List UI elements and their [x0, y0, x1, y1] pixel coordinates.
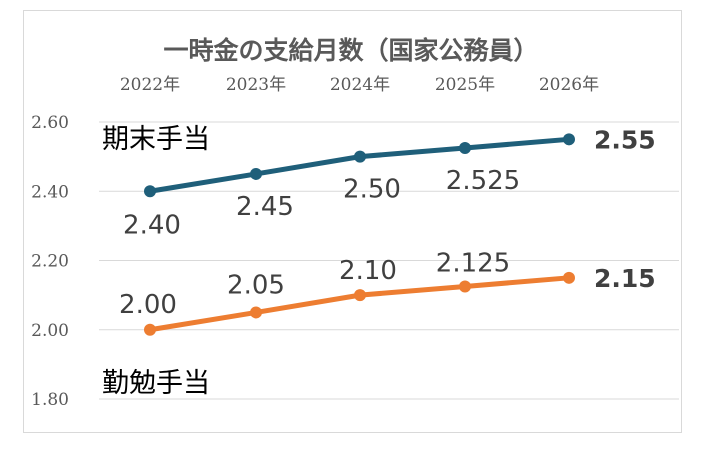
y-tick-label-4: 1.80: [31, 390, 69, 410]
y-tick-label-0: 2.60: [31, 113, 69, 133]
series-group: 2.40 2.45 2.50 2.525 2.55 2.00 2.05 2.10 2.125 2.…: [119, 125, 656, 336]
x-tick-label-3: 2025年: [435, 75, 495, 95]
data-label-0-1: 2.45: [236, 192, 294, 222]
data-label-1-3: 2.125: [436, 248, 510, 278]
x-tick-label-0: 2022年: [120, 75, 180, 95]
data-label-0-3: 2.525: [446, 166, 520, 196]
data-point-0-4: [563, 133, 575, 146]
data-point-1-3: [459, 280, 471, 293]
chart-frame: 一時金の支給月数（国家公務員） 2.60 2.40 2.20 2.00 1.80 202…: [23, 10, 682, 433]
data-label-1-4: 2.15: [594, 264, 656, 293]
x-axis-ticks: 2022年 2023年 2024年 2025年 2026年: [120, 75, 599, 95]
y-tick-label-3: 2.00: [31, 321, 69, 341]
data-point-0-1: [250, 167, 262, 180]
data-point-1-4: [563, 271, 575, 284]
y-tick-label-2: 2.20: [31, 252, 69, 272]
chart-title: 一時金の支給月数（国家公務員）: [163, 36, 538, 65]
data-point-1-1: [250, 306, 262, 319]
y-axis-ticks: 2.60 2.40 2.20 2.00 1.80: [31, 113, 69, 410]
data-label-1-0: 2.00: [119, 290, 177, 320]
series-name-kinben: 勤勉手当: [102, 368, 210, 399]
series-name-kimatsu: 期末手当: [102, 124, 210, 155]
data-point-0-3: [459, 141, 471, 154]
data-point-1-0: [144, 323, 156, 336]
data-label-0-0: 2.40: [123, 210, 181, 240]
x-tick-label-2: 2024年: [330, 75, 390, 95]
line-chart: 一時金の支給月数（国家公務員） 2.60 2.40 2.20 2.00 1.80 202…: [31, 36, 679, 410]
y-tick-label-1: 2.40: [31, 182, 69, 202]
gridlines: [99, 121, 679, 400]
x-tick-label-4: 2026年: [539, 75, 599, 95]
data-label-0-2: 2.50: [343, 175, 401, 205]
x-tick-label-1: 2023年: [226, 75, 286, 95]
data-point-0-0: [144, 185, 156, 198]
data-label-0-4: 2.55: [594, 125, 656, 154]
data-label-1-1: 2.05: [227, 270, 285, 300]
data-label-1-2: 2.10: [339, 256, 397, 286]
data-point-0-2: [354, 150, 366, 163]
data-point-1-2: [354, 289, 366, 302]
